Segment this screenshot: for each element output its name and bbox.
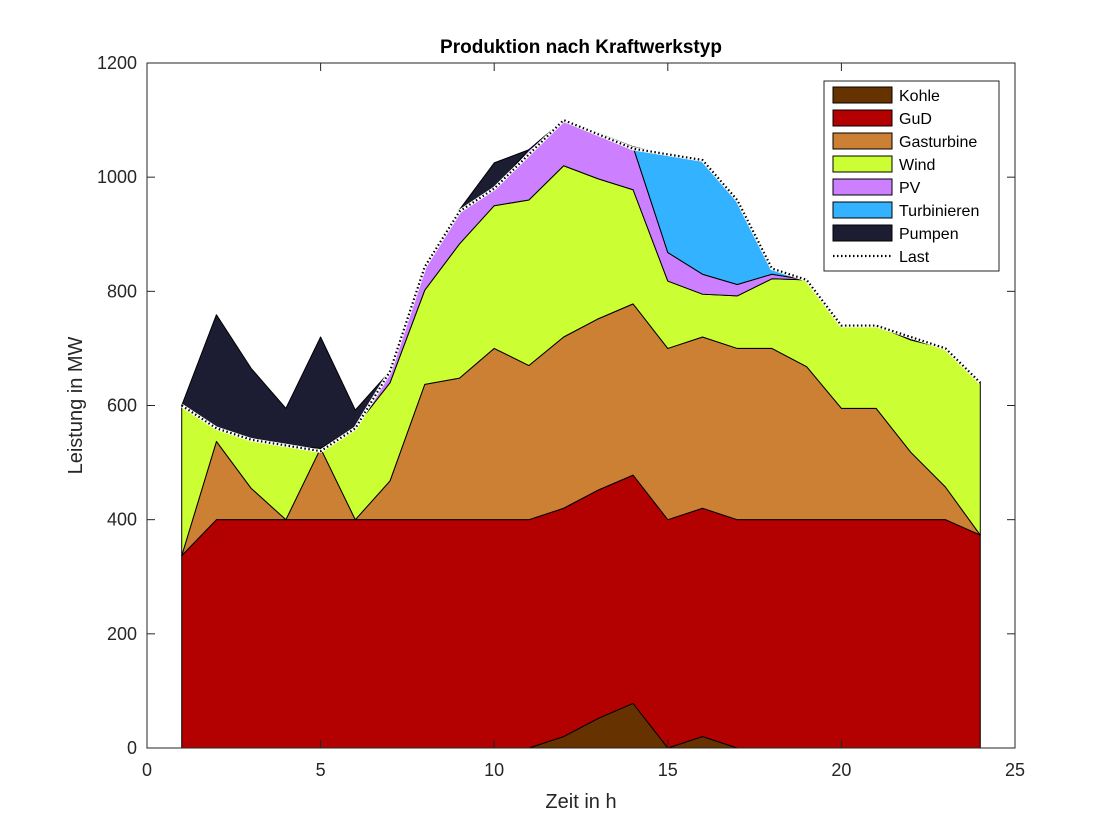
load-line-group bbox=[180, 118, 982, 454]
y-tick-label: 0 bbox=[127, 738, 137, 758]
y-tick-label: 1200 bbox=[97, 53, 137, 73]
x-tick-label: 15 bbox=[658, 760, 678, 780]
legend-label-wind: Wind bbox=[899, 157, 935, 174]
load-line-halo bbox=[180, 118, 982, 454]
legend-label-gasturbine: Gasturbine bbox=[899, 134, 977, 151]
x-tick-label: 25 bbox=[1005, 760, 1025, 780]
legend-label-kohle: Kohle bbox=[899, 88, 940, 105]
legend: Kohle GuD Gasturbine Wind PV Turbinieren Pumpe… bbox=[823, 80, 1000, 272]
legend-swatch-pv bbox=[832, 178, 893, 196]
y-axis-label: Leistung in MW bbox=[65, 336, 87, 474]
x-tick-label: 0 bbox=[142, 760, 152, 780]
y-tick-label: 200 bbox=[107, 624, 137, 644]
y-tick-label: 800 bbox=[107, 281, 137, 301]
legend-label-pv: PV bbox=[899, 180, 921, 197]
legend-swatch-pumpen bbox=[832, 224, 893, 242]
y-tick-label: 600 bbox=[107, 396, 137, 416]
y-tick-label: 1000 bbox=[97, 167, 137, 187]
axes-group: 0 5 10 15 20 25 0 200 400 600 800 1000 1200 bbox=[97, 53, 1025, 780]
legend-label-last: Last bbox=[899, 249, 930, 266]
legend-label-gud: GuD bbox=[899, 111, 932, 128]
legend-label-turbinieren: Turbinieren bbox=[899, 203, 979, 220]
legend-swatch-gud bbox=[832, 109, 893, 127]
legend-label-pumpen: Pumpen bbox=[899, 226, 959, 243]
y-tick-label: 400 bbox=[107, 510, 137, 530]
legend-swatch-turbinieren bbox=[832, 201, 893, 219]
x-tick-label: 5 bbox=[316, 760, 326, 780]
x-tick-label: 10 bbox=[484, 760, 504, 780]
legend-swatch-gasturbine bbox=[832, 132, 893, 150]
x-axis-label: Zeit in h bbox=[545, 791, 616, 813]
legend-swatch-wind bbox=[832, 155, 893, 173]
legend-swatch-kohle bbox=[832, 86, 893, 104]
chart-title: Produktion nach Kraftwerkstyp bbox=[440, 37, 722, 58]
x-tick-label: 20 bbox=[831, 760, 851, 780]
